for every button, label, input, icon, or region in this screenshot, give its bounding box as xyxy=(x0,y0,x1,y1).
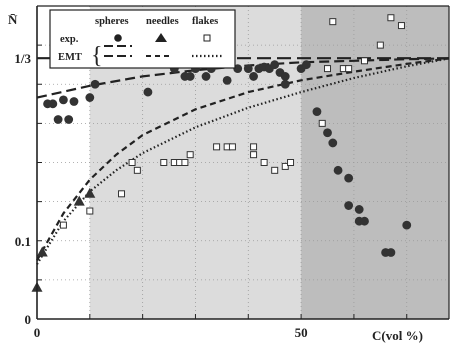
legend-marker-square xyxy=(203,34,211,42)
point-needles xyxy=(84,187,96,198)
y-tick-label: 0.1 xyxy=(15,234,31,249)
point-spheres xyxy=(243,64,253,73)
point-flakes xyxy=(160,159,168,166)
legend-col-spheres: spheres xyxy=(95,16,129,27)
point-needles xyxy=(73,195,85,206)
point-spheres xyxy=(53,115,63,124)
y-axis-label: N̄ xyxy=(8,12,18,27)
x-axis-label: C(vol %) xyxy=(372,328,423,343)
point-spheres xyxy=(344,173,354,183)
point-spheres xyxy=(344,201,354,210)
point-spheres xyxy=(312,107,322,117)
legend: spheres needles flakes exp. EMT { xyxy=(49,9,236,69)
point-spheres xyxy=(59,95,68,105)
legend-marker-circle xyxy=(114,34,122,42)
point-flakes xyxy=(287,159,295,166)
point-flakes xyxy=(281,162,289,170)
point-spheres xyxy=(402,220,412,230)
point-spheres xyxy=(270,60,280,70)
legend-col-flakes: flakes xyxy=(192,16,218,27)
point-flakes xyxy=(387,14,395,22)
point-flakes xyxy=(228,143,236,151)
legend-row-emt: EMT xyxy=(58,52,82,63)
point-spheres xyxy=(85,93,95,102)
point-spheres xyxy=(354,205,364,214)
shaded-region-dark xyxy=(301,6,449,319)
point-spheres xyxy=(386,248,396,257)
legend-row-exp: exp. xyxy=(60,34,79,45)
point-spheres xyxy=(249,72,258,81)
point-needles xyxy=(36,246,48,257)
point-spheres xyxy=(328,138,338,148)
point-spheres xyxy=(143,87,153,97)
y-tick-label: 1/3 xyxy=(14,51,31,66)
point-spheres xyxy=(333,165,343,175)
axes: 0 50 0 0.1 1/3 xyxy=(14,5,450,340)
point-spheres xyxy=(323,128,332,138)
x-tick-label: 0 xyxy=(34,325,41,340)
point-spheres xyxy=(301,60,311,70)
point-flakes xyxy=(59,221,67,229)
point-spheres xyxy=(360,216,369,226)
point-flakes xyxy=(250,151,258,159)
point-flakes xyxy=(329,18,337,26)
point-spheres xyxy=(90,79,100,89)
point-flakes xyxy=(397,22,405,30)
point-flakes xyxy=(118,190,126,198)
point-flakes xyxy=(324,65,332,73)
point-flakes xyxy=(376,41,384,49)
point-flakes xyxy=(260,159,268,166)
point-flakes xyxy=(128,159,136,166)
emt-curve-needles xyxy=(36,57,450,261)
point-flakes xyxy=(360,57,368,65)
point-flakes xyxy=(345,65,353,73)
point-flakes xyxy=(271,166,279,174)
legend-col-needles: needles xyxy=(146,16,179,27)
point-spheres xyxy=(201,72,211,81)
point-spheres xyxy=(222,75,232,85)
point-flakes xyxy=(181,159,189,166)
legend-brace: { xyxy=(91,43,103,69)
point-spheres xyxy=(48,99,58,109)
point-flakes xyxy=(86,207,94,215)
point-flakes xyxy=(186,151,194,159)
y-tick-label: 0 xyxy=(25,312,32,327)
x-tick-label: 50 xyxy=(295,325,308,340)
point-flakes xyxy=(213,143,221,151)
point-spheres xyxy=(185,72,195,81)
point-spheres xyxy=(280,72,290,81)
point-flakes xyxy=(133,166,141,174)
point-spheres xyxy=(280,79,290,89)
point-spheres xyxy=(69,97,79,106)
legend-marker-triangle xyxy=(155,33,167,42)
point-spheres xyxy=(64,115,74,124)
point-flakes xyxy=(318,119,326,127)
point-flakes xyxy=(250,143,258,151)
